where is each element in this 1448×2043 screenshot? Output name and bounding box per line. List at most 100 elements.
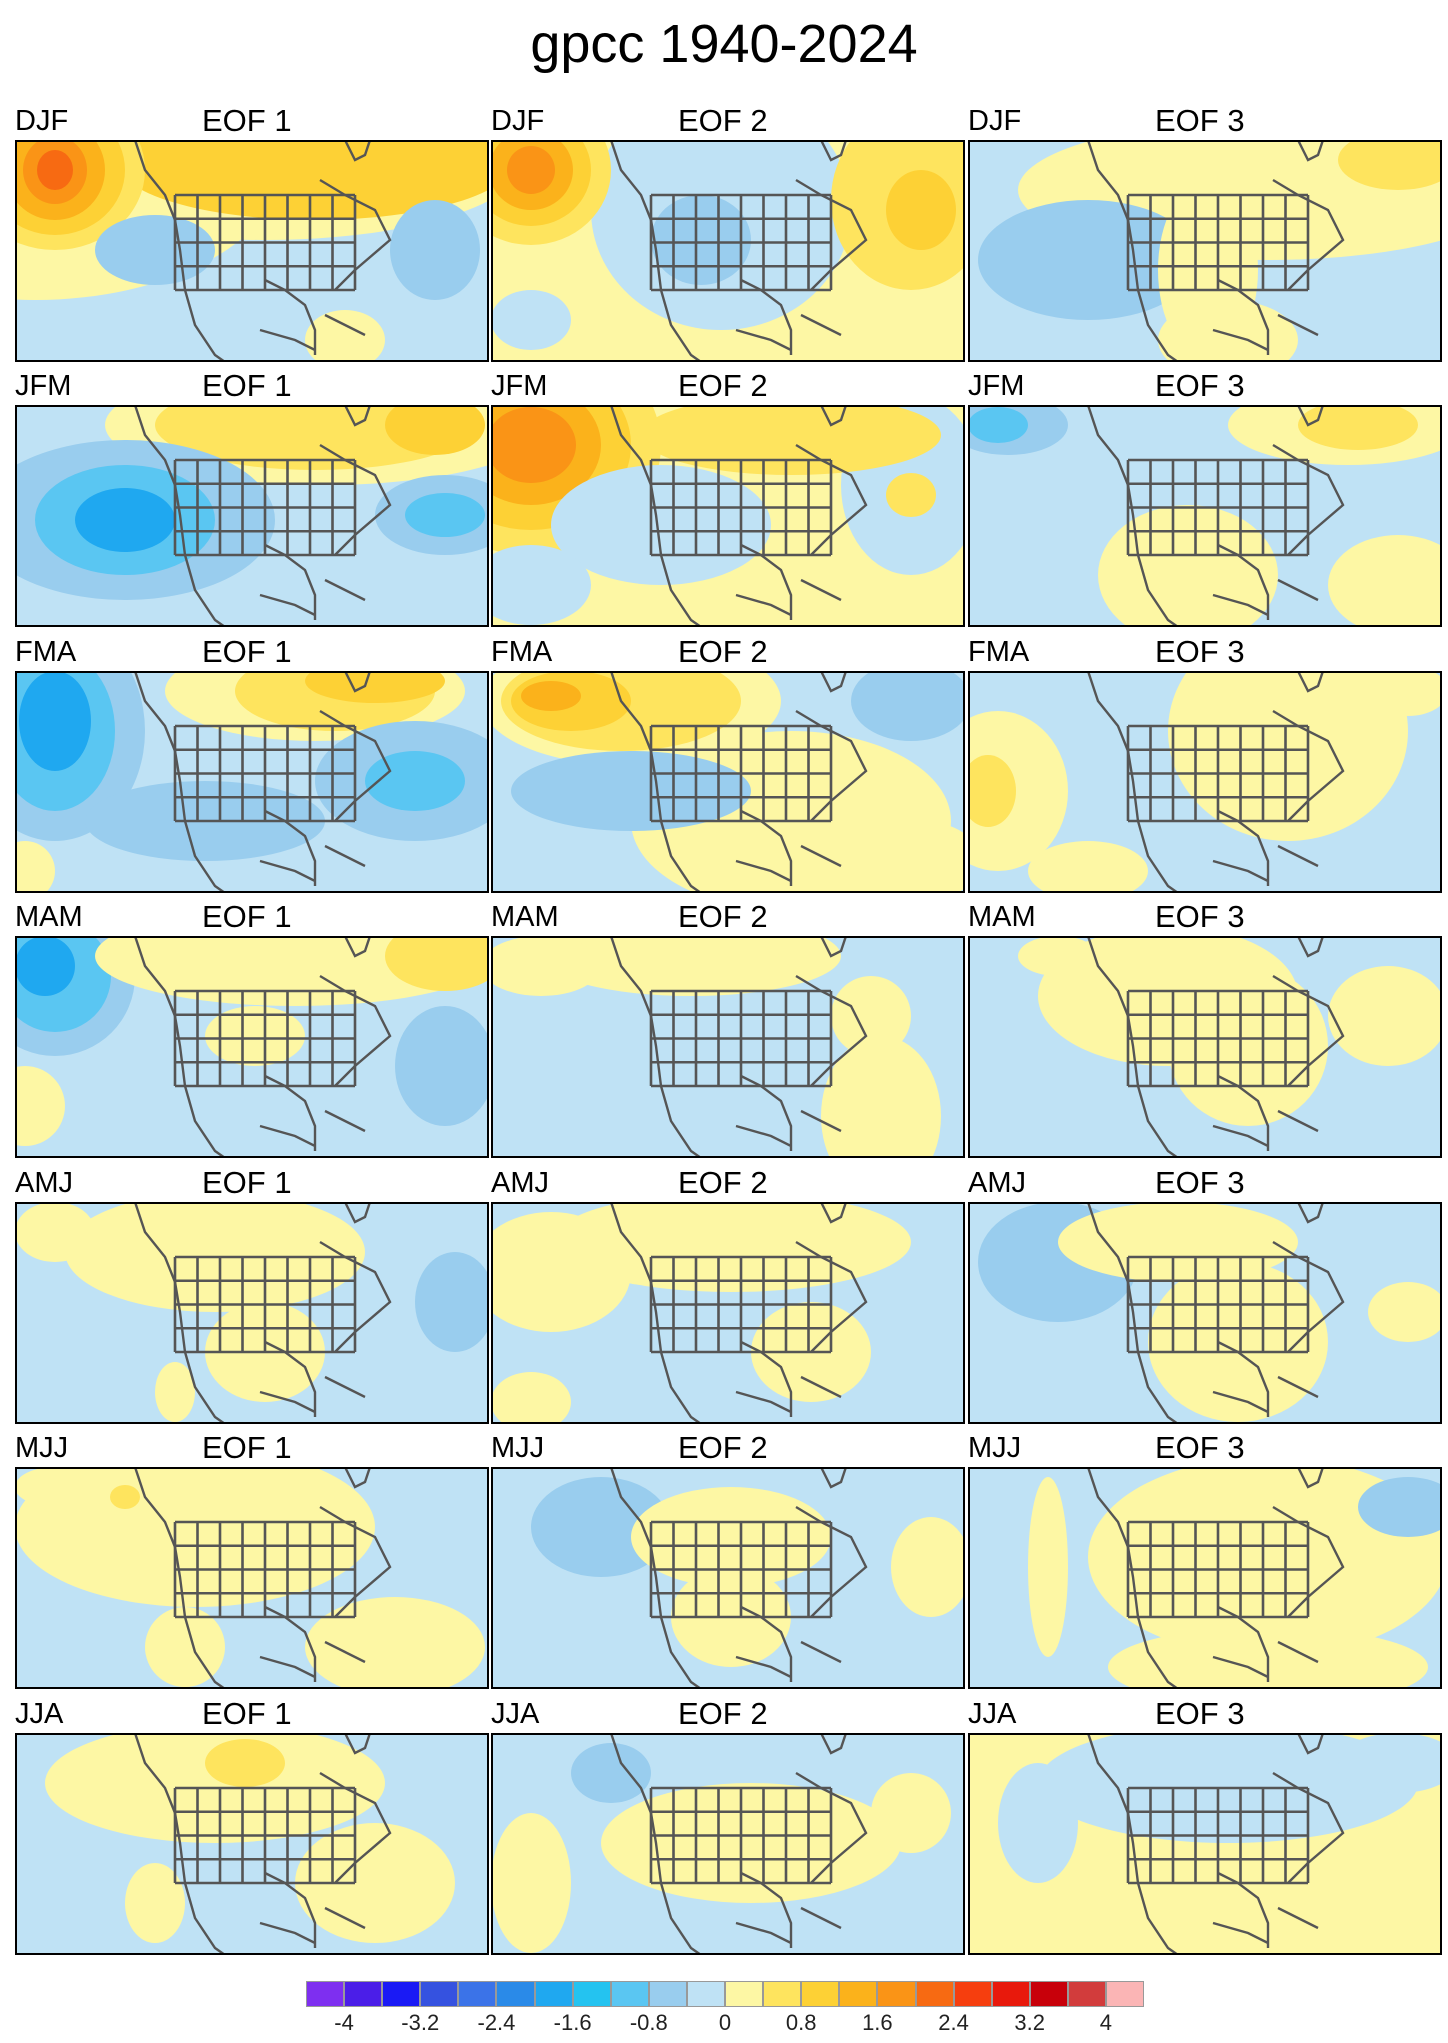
contour-region xyxy=(551,1202,911,1292)
contour-region xyxy=(15,1202,95,1262)
contour-region xyxy=(1088,1467,1442,1657)
contour-region xyxy=(821,1036,941,1158)
contour-region xyxy=(641,405,941,475)
season-label: JJA xyxy=(968,1698,1017,1730)
eof-label: EOF 3 xyxy=(1155,1165,1245,1200)
contour-region xyxy=(491,936,601,996)
eof-map xyxy=(491,140,965,362)
contour-region xyxy=(521,681,581,711)
panel-jfm-eof2: JFM EOF 2 xyxy=(491,370,965,627)
state-borders xyxy=(173,1786,357,1885)
panel-mjj-eof2: MJJ EOF 2 xyxy=(491,1432,965,1689)
map-frame xyxy=(491,405,965,627)
eof-map xyxy=(491,671,965,893)
map-frame xyxy=(15,1202,489,1424)
coastline xyxy=(1086,1202,1345,1424)
state-borders xyxy=(173,193,357,292)
season-label: MJJ xyxy=(968,1432,1022,1464)
eof-map xyxy=(968,671,1442,893)
state-borders xyxy=(649,1255,833,1354)
season-label: JJA xyxy=(491,1698,540,1730)
eof-label: EOF 2 xyxy=(678,103,768,138)
contour-region xyxy=(75,488,175,552)
colorbar-cell xyxy=(648,1981,687,2007)
panel-mam-eof2: MAM EOF 2 xyxy=(491,901,965,1158)
panel-djf-eof1: DJF EOF 1 xyxy=(15,105,489,362)
eof-map xyxy=(968,1467,1442,1689)
season-label: JFM xyxy=(968,370,1025,402)
eof-label: EOF 2 xyxy=(678,634,768,669)
contour-region xyxy=(1338,1733,1442,1793)
colorbar-cell xyxy=(610,1981,649,2007)
contour-region xyxy=(491,1813,571,1953)
state-borders xyxy=(173,724,357,823)
state-borders xyxy=(173,1520,357,1619)
eof-map xyxy=(491,1733,965,1955)
contour-region xyxy=(851,671,965,741)
contour-region xyxy=(1098,505,1278,627)
contour-region xyxy=(968,407,1028,443)
panel-amj-eof3: AMJ EOF 3 xyxy=(968,1167,1442,1424)
colorbar-tick-label: -1.6 xyxy=(553,2010,592,2035)
eof-map xyxy=(15,936,489,1158)
eof-label: EOF 1 xyxy=(202,634,292,669)
contour-region xyxy=(886,170,956,250)
contour-region xyxy=(390,200,480,300)
season-label: AMJ xyxy=(15,1167,73,1199)
eof-label: EOF 3 xyxy=(1155,1430,1245,1465)
contour-region xyxy=(205,1006,305,1066)
contour-region xyxy=(305,310,385,362)
season-label: AMJ xyxy=(968,1167,1026,1199)
colorbar-cell xyxy=(763,1981,802,2007)
colorbar-cell xyxy=(458,1981,497,2007)
eof-label: EOF 1 xyxy=(202,1430,292,1465)
coastline xyxy=(1086,140,1345,362)
contour-region xyxy=(385,405,485,455)
contour-region xyxy=(886,473,936,517)
map-frame xyxy=(968,1467,1442,1689)
state-borders xyxy=(173,458,357,557)
colorbar-cells xyxy=(306,1981,1145,2007)
contour-region xyxy=(831,976,911,1056)
contour-region xyxy=(1368,671,1442,716)
season-label: MJJ xyxy=(15,1432,69,1464)
panel-fma-eof2: FMA EOF 2 xyxy=(491,636,965,893)
contour-region xyxy=(998,1763,1078,1883)
eof-map xyxy=(968,405,1442,627)
contour-region xyxy=(968,711,1068,871)
eof-map xyxy=(968,936,1442,1158)
contour-region xyxy=(365,751,465,811)
eof-map xyxy=(968,1733,1442,1955)
coastline xyxy=(133,936,392,1158)
colorbar-tick-label: 0 xyxy=(718,2010,732,2035)
map-frame xyxy=(491,1202,965,1424)
map-frame xyxy=(15,140,489,362)
eof-label: EOF 2 xyxy=(678,1165,768,1200)
eof-map xyxy=(491,1467,965,1689)
contour-region xyxy=(631,1487,831,1587)
panel-mjj-eof3: MJJ EOF 3 xyxy=(968,1432,1442,1689)
panel-fma-eof1: FMA EOF 1 xyxy=(15,636,489,893)
colorbar-tick-label: -3.2 xyxy=(401,2010,440,2035)
panel-mam-eof1: MAM EOF 1 xyxy=(15,901,489,1158)
contour-region xyxy=(968,755,1016,827)
panel-djf-eof3: DJF EOF 3 xyxy=(968,105,1442,362)
season-label: JJA xyxy=(15,1698,64,1730)
colorbar-cell xyxy=(344,1981,383,2007)
panel-amj-eof2: AMJ EOF 2 xyxy=(491,1167,965,1424)
contour-region xyxy=(507,146,555,194)
colorbar-cell xyxy=(306,1981,345,2007)
colorbar-cell xyxy=(915,1981,954,2007)
contour-region xyxy=(861,821,965,893)
colorbar: -4 -3.2 -2.4 -1.6 -0.8 0 0.8 1.6 2.4 3.2 4 xyxy=(306,1981,1145,2041)
contour-region xyxy=(891,1517,965,1617)
colorbar-cell xyxy=(1029,1981,1068,2007)
season-label: DJF xyxy=(15,105,69,137)
season-label: MJJ xyxy=(491,1432,545,1464)
state-borders xyxy=(649,193,833,292)
contour-region xyxy=(37,150,73,190)
eof-map xyxy=(15,140,489,362)
colorbar-cell xyxy=(725,1981,764,2007)
eof-label: EOF 3 xyxy=(1155,103,1245,138)
season-label: MAM xyxy=(491,901,559,933)
